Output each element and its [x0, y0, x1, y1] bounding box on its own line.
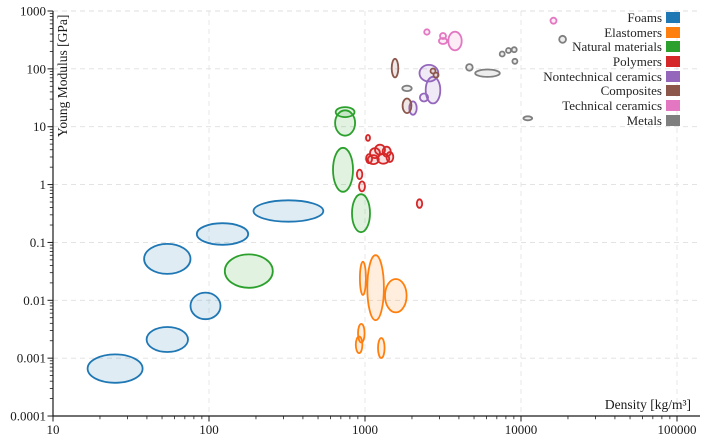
- y-tick-label: 1000: [20, 4, 46, 19]
- legend-item-nontechnical-ceramics: Nontechnical ceramics: [543, 69, 680, 84]
- x-tick-label: 1000: [352, 422, 378, 437]
- x-axis-title: Density [kg/m³]: [604, 397, 691, 412]
- y-tick-label: 0.1: [30, 235, 46, 250]
- legend-item-polymers: Polymers: [543, 54, 680, 69]
- legend-swatch-metals: [666, 114, 680, 126]
- material-ellipse-elastomers: [357, 323, 366, 344]
- material-ellipse-technical-ceramics: [549, 16, 558, 25]
- material-ellipse-foams: [86, 353, 144, 384]
- material-ellipse-metals: [401, 84, 413, 93]
- material-ellipse-technical-ceramics: [423, 28, 431, 36]
- legend-label-metals: Metals: [626, 112, 662, 128]
- material-ellipse-foams: [145, 326, 189, 353]
- material-ellipse-natural-materials: [223, 253, 274, 289]
- material-ellipse-polymers: [365, 133, 371, 142]
- x-tick-label: 10: [47, 422, 60, 437]
- legend-label-technical-ceramics: Technical ceramics: [562, 97, 662, 113]
- material-ellipse-nontechnical-ceramics: [418, 92, 429, 103]
- legend-swatch-foams: [666, 11, 680, 23]
- material-ellipse-natural-materials: [332, 146, 354, 193]
- material-ellipse-metals: [498, 50, 506, 58]
- material-ellipse-natural-materials: [351, 193, 371, 234]
- legend-label-elastomers: Elastomers: [604, 24, 662, 40]
- legend-swatch-elastomers: [666, 26, 680, 38]
- legend-swatch-nontechnical-ceramics: [666, 70, 680, 82]
- material-ellipse-polymers: [365, 153, 374, 165]
- y-tick-label: 0.0001: [10, 409, 46, 424]
- legend-item-elastomers: Elastomers: [543, 25, 680, 40]
- material-ellipse-metals: [465, 63, 474, 72]
- legend-label-polymers: Polymers: [612, 53, 662, 69]
- material-ellipse-foams: [189, 291, 222, 321]
- legend-swatch-polymers: [666, 55, 680, 67]
- material-ellipse-elastomers: [358, 260, 367, 296]
- material-ellipse-foams: [252, 199, 325, 223]
- material-ellipse-composites: [390, 57, 400, 79]
- material-ellipse-polymers: [355, 168, 364, 180]
- legend-item-natural-materials: Natural materials: [543, 39, 680, 54]
- axes-spines: [52, 11, 700, 417]
- legend-label-nontechnical-ceramics: Nontechnical ceramics: [543, 68, 662, 84]
- legend-label-foams: Foams: [627, 9, 662, 25]
- material-ellipse-polymers: [358, 180, 366, 193]
- material-ellipse-composites: [432, 71, 440, 79]
- material-ellipse-foams: [195, 222, 250, 246]
- series-metals: [401, 34, 567, 122]
- legend-label-natural-materials: Natural materials: [572, 39, 662, 55]
- material-ellipse-metals: [510, 46, 518, 54]
- material-ellipse-polymers: [415, 198, 424, 209]
- x-tick-label: 10000: [505, 422, 538, 437]
- material-ellipse-metals: [558, 34, 567, 44]
- legend-item-technical-ceramics: Technical ceramics: [543, 98, 680, 113]
- legend-swatch-composites: [666, 85, 680, 97]
- material-ellipse-metals: [522, 115, 534, 122]
- y-tick-label: 100: [27, 61, 47, 76]
- material-ellipse-technical-ceramics: [437, 37, 448, 45]
- legend-item-foams: Foams: [543, 10, 680, 25]
- x-tick-label: 100000: [658, 422, 697, 437]
- axis-ticks: 10 100 1000 10000 100000 1000 100 10 1 0.1 0.01 0.0…: [10, 4, 696, 438]
- legend: Foams Elastomers Natural materials Polymers…: [543, 10, 680, 128]
- legend-item-metals: Metals: [543, 113, 680, 128]
- material-ellipse-elastomers: [377, 337, 386, 359]
- series-foams: [86, 199, 325, 384]
- series-natural-materials: [223, 106, 371, 289]
- series-polymers: [355, 133, 424, 209]
- material-ellipse-nontechnical-ceramics: [424, 75, 442, 105]
- series-technical-ceramics: [423, 16, 558, 52]
- material-ellipse-natural-materials: [334, 106, 356, 118]
- y-tick-label: 0.01: [23, 293, 46, 308]
- legend-swatch-natural-materials: [666, 41, 680, 53]
- material-ellipse-composites: [401, 97, 413, 115]
- material-ellipse-metals: [474, 68, 501, 78]
- material-ellipse-metals: [511, 57, 519, 65]
- material-ellipse-elastomers: [366, 254, 385, 322]
- material-ellipse-metals: [505, 47, 512, 54]
- legend-swatch-technical-ceramics: [666, 99, 680, 111]
- legend-item-composites: Composites: [543, 83, 680, 98]
- material-ellipse-elastomers: [354, 335, 364, 355]
- y-tick-label: 1: [40, 177, 47, 192]
- series-composites: [390, 57, 440, 115]
- y-tick-label: 10: [33, 119, 46, 134]
- material-ellipse-foams: [143, 242, 192, 275]
- material-ellipse-technical-ceramics: [447, 30, 463, 52]
- legend-label-composites: Composites: [600, 83, 662, 99]
- series-elastomers: [354, 254, 408, 359]
- y-tick-label: 0.001: [17, 351, 46, 366]
- y-axis-title: Young Modulus [GPa]: [55, 14, 70, 137]
- material-ellipse-elastomers: [384, 278, 408, 314]
- material-ellipse-polymers: [385, 151, 395, 163]
- x-tick-label: 100: [199, 422, 219, 437]
